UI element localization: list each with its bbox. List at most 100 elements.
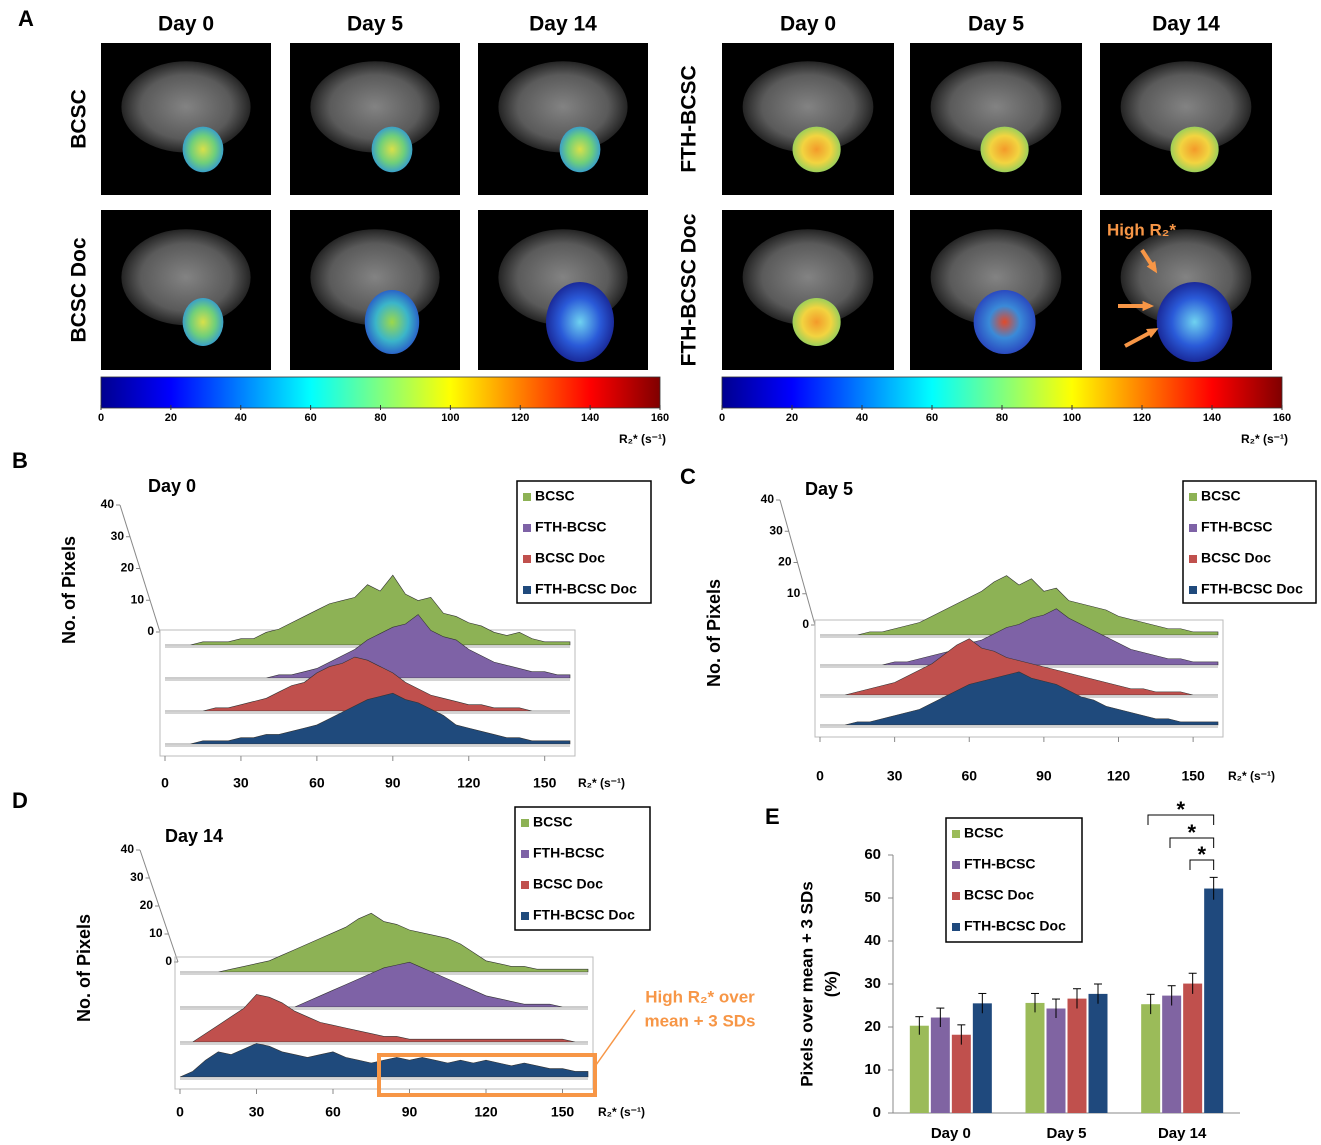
highlight-box [377, 1053, 597, 1097]
legend-label: FTH-BCSC [535, 519, 607, 535]
column-header: Day 14 [529, 13, 597, 36]
colorbar-label: R₂* (s⁻¹) [1241, 432, 1288, 446]
arrow-head [1142, 300, 1154, 312]
colorbar-tick-label: 80 [374, 412, 386, 424]
y-tick-label: 0 [165, 954, 172, 968]
tumor [792, 298, 841, 346]
colorbar-label: R₂* (s⁻¹) [619, 432, 666, 446]
column-header: Day 5 [968, 13, 1024, 36]
area-series [820, 608, 1219, 666]
tumor [792, 126, 841, 173]
legend-label: FTH-BCSC Doc [1201, 581, 1303, 597]
colorbar-tick-label: 140 [1203, 412, 1221, 424]
colorbar-tick-label: 60 [305, 412, 317, 424]
x-tick-label: 30 [249, 1104, 265, 1120]
tissue [742, 229, 874, 326]
area-series [179, 1043, 589, 1078]
arrow-head [1146, 261, 1158, 274]
x-tick-label: 90 [402, 1104, 418, 1120]
y-axis-label: Pixels over mean + 3 SDs [797, 881, 816, 1087]
colorbar-tick-label: 160 [1273, 412, 1291, 424]
legend-swatch [521, 850, 529, 858]
bar [1088, 993, 1108, 1113]
legend-label: FTH-BCSC [1201, 519, 1273, 535]
colorbar [721, 376, 1283, 409]
x-axis-label: R₂* (s⁻¹) [1228, 769, 1275, 783]
bar [1067, 998, 1087, 1113]
y-axis-label: No. of Pixels [704, 579, 724, 687]
colorbar-tick-label: 120 [511, 412, 529, 424]
legend-box [945, 817, 1083, 943]
x-tick-label: 0 [161, 775, 169, 791]
tumor [364, 290, 420, 354]
significance-mark: * [1198, 842, 1207, 867]
colorbar-tick-label: 40 [235, 412, 247, 424]
area-series [820, 575, 1219, 636]
panel-label: B [12, 448, 28, 473]
y-tick-label: 40 [101, 497, 115, 511]
x-tick-label: 90 [385, 775, 401, 791]
legend-swatch [523, 555, 531, 563]
colorbar-tick-label: 20 [786, 412, 798, 424]
legend-label: FTH-BCSC Doc [535, 581, 637, 597]
x-tick-label: 30 [887, 768, 903, 784]
area-series [165, 574, 571, 646]
y-tick-label: 20 [778, 555, 792, 569]
bar [1162, 995, 1182, 1113]
x-tick-label: 150 [533, 775, 557, 791]
y-tick-label: 0 [873, 1104, 881, 1121]
legend-swatch [521, 912, 529, 920]
legend-label: BCSC [533, 814, 573, 830]
legend-label: BCSC [1201, 488, 1241, 504]
legend-swatch [1189, 493, 1197, 501]
tumor [980, 126, 1029, 173]
significance-bracket [1169, 837, 1215, 848]
area-series [820, 671, 1219, 726]
tissue [310, 61, 440, 153]
row-label: FTH-BCSC [678, 65, 701, 172]
tissue [1120, 61, 1252, 153]
row-label: BCSC Doc [68, 237, 91, 342]
y-tick-label: 40 [761, 492, 775, 506]
significance-bracket [1189, 859, 1215, 870]
legend-box [516, 480, 652, 604]
colorbar-tick-label: 0 [719, 412, 725, 424]
legend-swatch [1189, 586, 1197, 594]
tissue [742, 61, 874, 153]
x-tick-label: 120 [1107, 768, 1131, 784]
legend-swatch [521, 881, 529, 889]
arrow-head [1146, 328, 1159, 338]
x-tick-label: 30 [233, 775, 249, 791]
area-series [165, 692, 571, 745]
significance-mark: * [1177, 797, 1186, 822]
area-series [180, 912, 589, 973]
x-tick-label: Day 5 [1046, 1125, 1086, 1142]
bar [1141, 1004, 1161, 1113]
legend-label: FTH-BCSC [533, 845, 605, 861]
legend-swatch [952, 830, 960, 838]
y-tick-label: 0 [147, 624, 154, 638]
legend-label: FTH-BCSC [964, 856, 1036, 872]
colorbar-tick-label: 160 [651, 412, 669, 424]
colorbar-tick-label: 80 [996, 412, 1008, 424]
legend-label: FTH-BCSC Doc [533, 907, 635, 923]
y-tick-label: 40 [864, 932, 881, 949]
y-tick-label: 50 [864, 889, 881, 906]
bar [1183, 983, 1203, 1113]
y-tick-label: 10 [131, 592, 145, 606]
tumor [973, 290, 1036, 354]
bar [972, 1003, 992, 1113]
y-tick-label: 30 [769, 523, 783, 537]
legend-label: BCSC Doc [533, 876, 603, 892]
annotation: High R₂* over [645, 987, 755, 1006]
y-tick-label: 10 [149, 926, 163, 940]
area-series [165, 614, 571, 679]
legend-label: BCSC [964, 825, 1004, 841]
colorbar-tick-label: 100 [1063, 412, 1081, 424]
chart-title: Day 14 [165, 826, 223, 846]
tissue [930, 61, 1062, 153]
column-header: Day 5 [347, 13, 403, 36]
legend-swatch [952, 923, 960, 931]
column-header: Day 0 [780, 13, 836, 36]
